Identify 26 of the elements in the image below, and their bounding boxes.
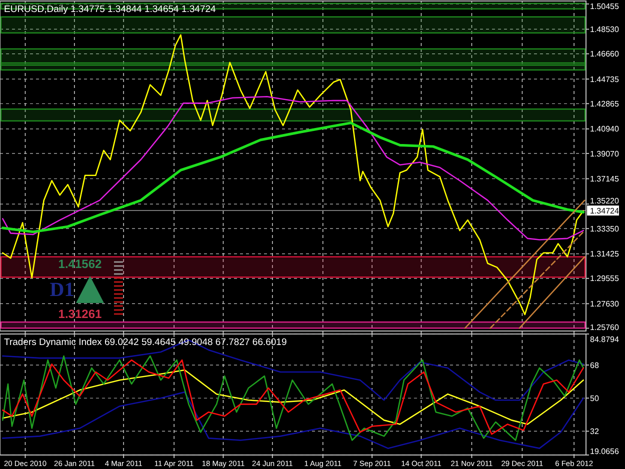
y-tick-label: 1.31425 <box>590 250 620 259</box>
y-tick-label: 1.33350 <box>590 224 620 234</box>
line-series <box>2 96 584 240</box>
y-tick-label: 19.0656 <box>590 446 620 456</box>
y-tick-label: 1.40940 <box>590 124 620 134</box>
y-tick-label: 1.27630 <box>590 299 620 308</box>
y-tick-label: 1.44735 <box>590 74 620 84</box>
annotation: 1.41562 <box>58 257 102 271</box>
annotation: 1.31261 <box>58 307 102 321</box>
y-tick-label: 1.46660 <box>590 50 620 59</box>
y-tick-label: 1.39070 <box>590 149 620 158</box>
line-series <box>1 122 585 234</box>
chart-title: EURUSD,Daily 1.34775 1.34844 1.34654 1.34724 <box>4 4 216 15</box>
y-tick-label: 1.25760 <box>590 322 620 332</box>
annotation: D1 <box>50 279 74 301</box>
ref-line-label: 1.34724 <box>590 206 620 216</box>
y-tick-label: 1.37145 <box>590 174 620 184</box>
y-tick-label: 32 <box>590 427 600 436</box>
y-tick-label: 68 <box>590 360 600 370</box>
y-tick-label: 1.48530 <box>590 25 620 34</box>
y-tick-label: 84.8794 <box>590 334 620 344</box>
y-tick-label: 1.29555 <box>590 274 620 284</box>
y-tick-label: 1.35220 <box>590 196 620 206</box>
y-tick-label: 1.42865 <box>590 99 620 108</box>
y-tick-label: 1.50455 <box>590 2 620 11</box>
y-tick-label: 50 <box>590 394 600 403</box>
